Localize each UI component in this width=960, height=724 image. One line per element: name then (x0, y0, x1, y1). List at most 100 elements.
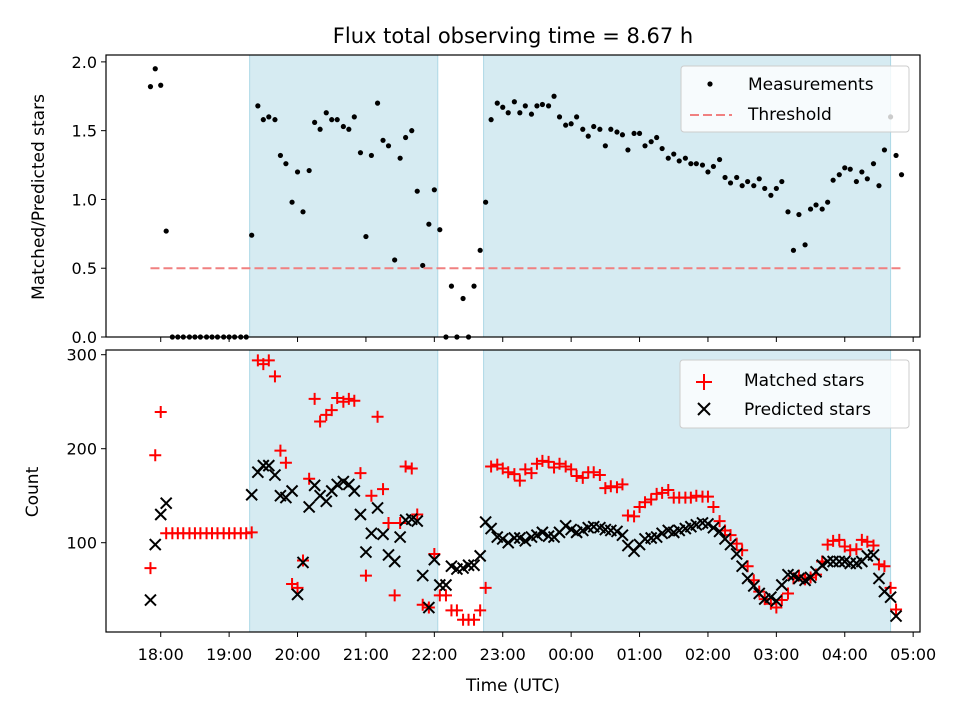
matched-star-point (325, 404, 338, 417)
measurement-point (545, 103, 552, 109)
matched-star-point (371, 410, 384, 423)
measurement-point (426, 221, 432, 227)
measurement-point (659, 145, 665, 152)
matched-star-point (314, 415, 327, 428)
measurement-point (722, 174, 728, 181)
matched-star-point (405, 462, 418, 475)
matched-star-point (274, 444, 287, 457)
y-tick-label: 0.0 (72, 328, 97, 347)
legend-measurements-label: Measurements (748, 75, 874, 95)
matched-star-point (450, 604, 463, 617)
predicted-star-point (496, 532, 509, 546)
predicted-star-point (330, 478, 344, 491)
matched-star-point (570, 469, 583, 482)
measurement-point (431, 187, 437, 193)
measurement-point (158, 82, 164, 88)
matched-star-point (884, 581, 897, 594)
predicted-star-point (348, 484, 361, 498)
matched-star-point (308, 392, 321, 405)
predicted-star-point (707, 521, 720, 534)
measurement-point (705, 169, 711, 175)
matched-star-point (337, 395, 350, 408)
predicted-star-point (262, 459, 276, 472)
measurement-point (568, 121, 574, 127)
matched-star-point (553, 457, 566, 470)
matched-star-point (154, 406, 167, 419)
x-tick-label: 00:00 (548, 645, 594, 664)
legend-predicted-label: Predicted stars (744, 400, 871, 420)
measurement-point (642, 143, 648, 149)
measurement-point (306, 167, 312, 174)
top-y-axis-label: Matched/Predicted stars (29, 94, 49, 300)
measurement-point (329, 117, 335, 123)
measurement-point (488, 117, 494, 123)
predicted-star-point (502, 536, 515, 549)
measurement-point (563, 122, 569, 128)
matched-star-point (565, 463, 578, 476)
measurement-point (807, 206, 814, 212)
predicted-star-point (650, 530, 663, 544)
measurement-point (853, 178, 859, 185)
predicted-star-point (508, 531, 521, 545)
measurement-point (397, 155, 403, 161)
matched-star-point (724, 529, 737, 542)
measurement-point (825, 199, 831, 205)
measurement-point (751, 183, 757, 189)
count-legend: Matched stars Predicted stars (679, 359, 910, 429)
measurement-point (597, 126, 603, 132)
measurement-point (471, 283, 477, 289)
matched-star-point (331, 391, 344, 404)
matched-star-point (684, 491, 697, 504)
measurement-point (614, 129, 620, 135)
matched-star-point (781, 587, 794, 600)
measurement-point (323, 110, 329, 116)
predicted-star-point (285, 484, 299, 498)
matched-star-point (354, 467, 367, 480)
measurement-point (539, 101, 546, 108)
measurement-point (414, 188, 420, 194)
predicted-star-point (376, 528, 390, 541)
matched-star-point (753, 585, 766, 598)
measurement-point (357, 150, 364, 156)
predicted-star-point (884, 591, 897, 604)
measurement-point (483, 199, 489, 205)
measurement-point (710, 163, 717, 170)
matched-star-point (616, 478, 629, 491)
predicted-star-point (764, 591, 778, 604)
measurement-point (631, 130, 637, 137)
matched-star-point (508, 468, 521, 481)
matched-star-point (479, 581, 492, 594)
matched-star-point (861, 535, 874, 548)
ratio-axes-frame (105, 54, 921, 338)
matched-star-point (770, 601, 783, 614)
matched-star-point (428, 547, 441, 560)
matched-star-point (530, 457, 543, 470)
predicted-star-point (422, 601, 436, 614)
measurement-point (790, 247, 797, 253)
measurement-point (682, 155, 688, 161)
measurement-point (802, 242, 808, 248)
measurement-point (898, 172, 905, 178)
predicted-star-point (775, 578, 789, 592)
measurement-point (294, 169, 301, 175)
matched-star-point (291, 581, 304, 594)
matched-star-point (245, 526, 258, 539)
predicted-star-point (371, 501, 384, 515)
predicted-star-point (713, 525, 726, 538)
measurement-point (727, 180, 734, 186)
predicted-star-point (296, 556, 310, 569)
measurement-point (602, 143, 608, 149)
bottom-y-axis-label: Count (23, 466, 43, 517)
measurement-point (665, 155, 671, 161)
observing-interval-shade (249, 54, 439, 338)
measurement-point (842, 165, 848, 171)
measurement-point (699, 162, 706, 168)
measurement-point (608, 126, 614, 132)
predicted-star-point (388, 555, 401, 568)
predicted-star-point (393, 530, 407, 544)
measurement-point (163, 228, 169, 234)
predicted-star-point (519, 534, 532, 548)
measurement-point (409, 128, 415, 134)
measurement-point (676, 158, 682, 164)
matched-star-point (736, 544, 749, 557)
